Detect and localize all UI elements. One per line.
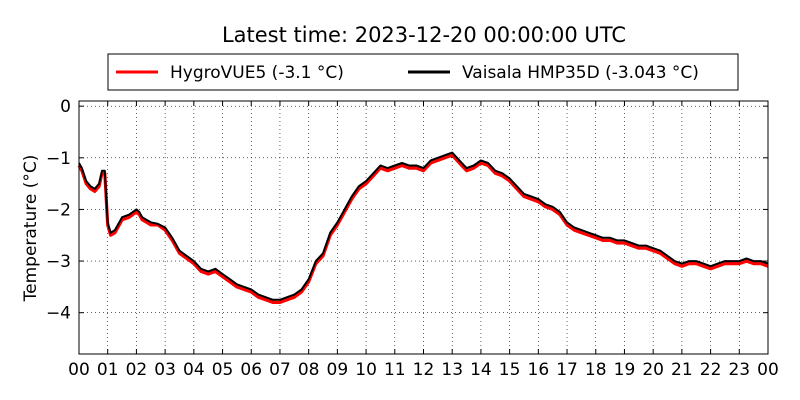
legend: HygroVUE5 (-3.1 °C) Vaisala HMP35D (-3.0… xyxy=(107,53,739,91)
x-tick-label: 12 xyxy=(413,360,435,380)
x-tick-label: 06 xyxy=(240,360,262,380)
x-tick-label: 08 xyxy=(298,360,320,380)
x-tick-label: 03 xyxy=(154,360,176,380)
y-tick-label: −1 xyxy=(46,149,71,169)
x-tick-label: 09 xyxy=(327,360,349,380)
plot-frame xyxy=(78,100,769,355)
legend-label-hygrovue: HygroVUE5 (-3.1 °C) xyxy=(170,63,344,83)
x-tick-label: 16 xyxy=(528,360,550,380)
x-tick-label: 23 xyxy=(728,360,750,380)
x-tick-label: 00 xyxy=(757,360,779,380)
series-lines xyxy=(77,151,769,304)
x-tick-label: 20 xyxy=(642,360,664,380)
x-tick-label: 11 xyxy=(384,360,406,380)
x-tick-label: 21 xyxy=(671,360,693,380)
y-tick-label: −4 xyxy=(46,304,71,324)
x-tick-label: 22 xyxy=(700,360,722,380)
x-tick-label: 17 xyxy=(556,360,578,380)
x-tick-label: 18 xyxy=(585,360,607,380)
x-tick-label: 04 xyxy=(183,360,205,380)
chart-title: Latest time: 2023-12-20 00:00:00 UTC xyxy=(222,23,626,47)
series-line-vaisala xyxy=(78,151,769,301)
x-tick-label: 07 xyxy=(269,360,291,380)
x-tick-label: 14 xyxy=(470,360,492,380)
x-tick-label: 13 xyxy=(441,360,463,380)
x-tick-label: 01 xyxy=(97,360,119,380)
x-tick-label: 15 xyxy=(499,360,521,380)
x-tick-label: 19 xyxy=(614,360,636,380)
legend-label-vaisala: Vaisala HMP35D (-3.043 °C) xyxy=(462,63,699,83)
y-tick-label: 0 xyxy=(60,97,71,117)
x-tick-label: 05 xyxy=(212,360,234,380)
x-axis: 00 01 02 03 04 05 06 07 08 09 10 11 12 13 14 15 16 17 18 19… xyxy=(68,101,779,380)
x-tick-label: 00 xyxy=(68,360,90,380)
x-tick-label: 10 xyxy=(355,360,377,380)
y-axis-label: Temperature (°C) xyxy=(21,155,41,303)
y-tick-label: −3 xyxy=(46,252,71,272)
grid xyxy=(78,101,769,354)
x-tick-label: 02 xyxy=(126,360,148,380)
series-line-hygrovue xyxy=(77,153,769,304)
y-tick-label: −2 xyxy=(46,200,71,220)
y-axis: 0 −1 −2 −3 −4 xyxy=(46,97,768,324)
